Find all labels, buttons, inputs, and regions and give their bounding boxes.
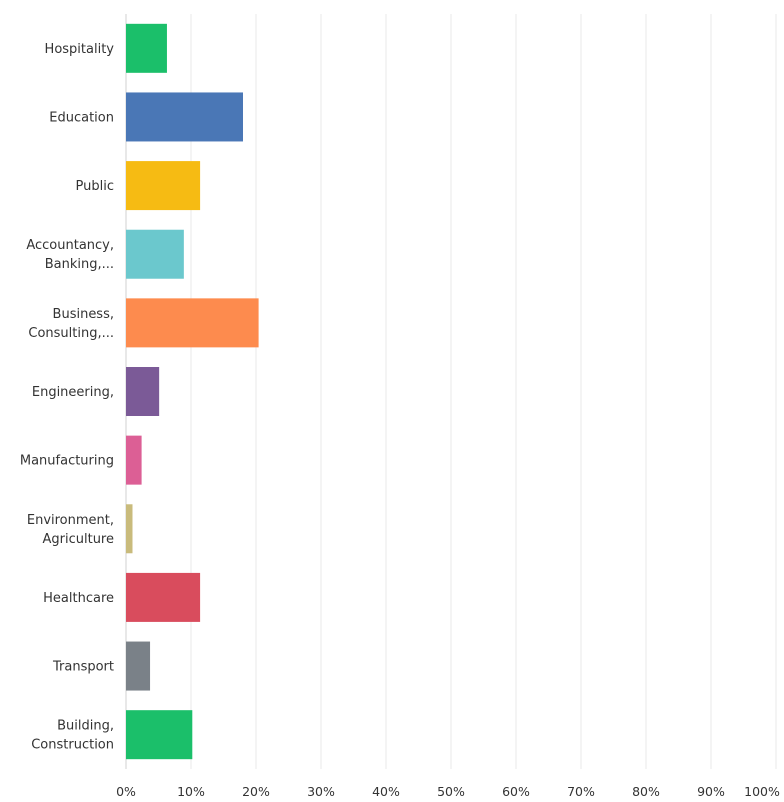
- bar: [126, 572, 201, 622]
- x-tick-label: 100%: [744, 784, 780, 799]
- category-label: Education: [49, 110, 114, 125]
- category-label: Agriculture: [43, 532, 115, 547]
- category-label: Transport: [52, 660, 114, 675]
- category-label: Business,: [53, 307, 114, 322]
- x-tick-label: 40%: [372, 784, 400, 799]
- x-tick-label: 80%: [632, 784, 660, 799]
- x-tick-label: 90%: [697, 784, 725, 799]
- bar: [126, 435, 142, 485]
- bar: [126, 367, 160, 416]
- category-label: Hospitality: [45, 42, 115, 57]
- x-tick-labels: 0% 10% 20% 30% 40% 50% 60% 70% 80% 90% 100%: [116, 784, 780, 799]
- x-tick-label: 50%: [437, 784, 465, 799]
- category-label: Banking,...: [45, 257, 114, 272]
- category-label: Engineering,: [32, 385, 114, 400]
- bar: [126, 298, 259, 348]
- bar: [126, 641, 151, 691]
- category-labels: Hospitality Education Public Accountancy, Ba…: [20, 42, 114, 753]
- x-tick-label: 60%: [502, 784, 530, 799]
- x-tick-label: 10%: [177, 784, 205, 799]
- bar: [126, 92, 243, 142]
- bar: [126, 23, 167, 73]
- bar: [126, 229, 184, 279]
- x-tick-label: 70%: [567, 784, 595, 799]
- bar: [126, 710, 193, 760]
- category-label: Consulting,...: [28, 326, 114, 341]
- x-tick-label: 30%: [307, 784, 335, 799]
- category-label: Environment,: [27, 513, 114, 528]
- category-label: Accountancy,: [26, 238, 114, 253]
- category-label: Public: [76, 179, 114, 194]
- category-label: Building,: [57, 719, 114, 734]
- bars: [126, 23, 259, 760]
- bar: [126, 161, 201, 211]
- x-tick-label: 20%: [242, 784, 270, 799]
- category-label: Healthcare: [43, 591, 114, 606]
- x-tick-label: 0%: [116, 784, 136, 799]
- category-label: Construction: [31, 738, 114, 753]
- category-label: Manufacturing: [20, 454, 114, 469]
- bar: [126, 504, 133, 554]
